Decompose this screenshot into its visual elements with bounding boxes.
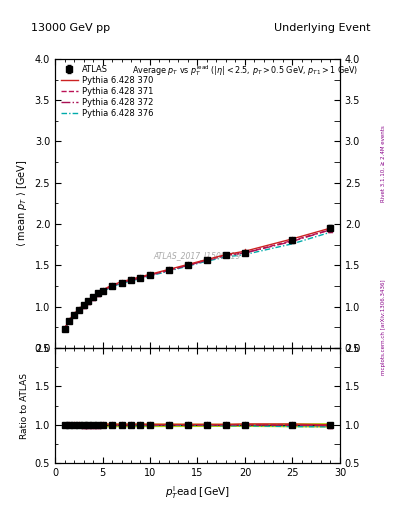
Line: Pythia 6.428 372: Pythia 6.428 372 (64, 230, 331, 329)
Line: Pythia 6.428 371: Pythia 6.428 371 (64, 230, 331, 329)
Pythia 6.428 376 (81, 304, 86, 310)
Line: Pythia 6.428 376: Pythia 6.428 376 (64, 232, 331, 330)
Text: Average $p_T$ vs $p_T^{\rm lead}$ ($|\eta| < 2.5$, $p_T > 0.5$ GeV, $p_{T1} > 1$: Average $p_T$ vs $p_T^{\rm lead}$ ($|\et… (132, 63, 358, 78)
Pythia 6.428 371 (129, 277, 133, 283)
Pythia 6.428 376 (100, 289, 105, 295)
Pythia 6.428 372 (86, 298, 91, 305)
Pythia 6.428 372 (185, 262, 190, 268)
Pythia 6.428 372 (95, 291, 100, 297)
Pythia 6.428 371 (138, 274, 143, 281)
Pythia 6.428 372 (167, 267, 171, 273)
Pythia 6.428 372 (67, 317, 72, 324)
Pythia 6.428 371 (72, 312, 76, 318)
Pythia 6.428 370 (224, 251, 228, 258)
Pythia 6.428 376 (76, 308, 81, 314)
Pythia 6.428 370 (110, 282, 114, 288)
X-axis label: $p_T^{\rm l}$ead [GeV]: $p_T^{\rm l}$ead [GeV] (165, 484, 230, 501)
Pythia 6.428 370 (72, 311, 76, 317)
Text: ATLAS_2017_I1509919: ATLAS_2017_I1509919 (154, 251, 241, 260)
Pythia 6.428 370 (138, 274, 143, 280)
Pythia 6.428 376 (328, 229, 333, 236)
Pythia 6.428 376 (129, 278, 133, 284)
Text: Rivet 3.1.10, ≥ 2.4M events: Rivet 3.1.10, ≥ 2.4M events (381, 125, 386, 202)
Pythia 6.428 376 (91, 296, 95, 302)
Pythia 6.428 371 (91, 295, 95, 302)
Pythia 6.428 376 (290, 241, 295, 247)
Pythia 6.428 372 (91, 295, 95, 302)
Pythia 6.428 372 (138, 274, 143, 281)
Pythia 6.428 370 (81, 302, 86, 308)
Pythia 6.428 376 (138, 275, 143, 282)
Y-axis label: $\langle$ mean $p_T$ $\rangle$ [GeV]: $\langle$ mean $p_T$ $\rangle$ [GeV] (15, 160, 29, 247)
Pythia 6.428 376 (86, 300, 91, 306)
Text: mcplots.cern.ch [arXiv:1306.3436]: mcplots.cern.ch [arXiv:1306.3436] (381, 280, 386, 375)
Pythia 6.428 371 (148, 272, 152, 278)
Pythia 6.428 372 (242, 250, 247, 256)
Pythia 6.428 376 (67, 318, 72, 325)
Pythia 6.428 372 (224, 252, 228, 259)
Pythia 6.428 371 (224, 252, 228, 259)
Pythia 6.428 372 (148, 272, 152, 278)
Pythia 6.428 370 (62, 326, 67, 332)
Pythia 6.428 376 (224, 254, 228, 260)
Pythia 6.428 372 (110, 283, 114, 289)
Pythia 6.428 370 (148, 271, 152, 278)
Pythia 6.428 370 (119, 279, 124, 285)
Y-axis label: Ratio to ATLAS: Ratio to ATLAS (20, 373, 29, 439)
Pythia 6.428 370 (167, 266, 171, 272)
Legend: ATLAS, Pythia 6.428 370, Pythia 6.428 371, Pythia 6.428 372, Pythia 6.428 376: ATLAS, Pythia 6.428 370, Pythia 6.428 37… (59, 63, 155, 120)
Pythia 6.428 370 (205, 257, 209, 263)
Pythia 6.428 370 (185, 261, 190, 267)
Text: 13000 GeV pp: 13000 GeV pp (31, 23, 110, 33)
Pythia 6.428 376 (242, 251, 247, 258)
Pythia 6.428 370 (242, 248, 247, 254)
Pythia 6.428 372 (76, 307, 81, 313)
Pythia 6.428 370 (290, 236, 295, 242)
Pythia 6.428 372 (205, 257, 209, 263)
Pythia 6.428 372 (290, 238, 295, 244)
Pythia 6.428 370 (95, 290, 100, 296)
Pythia 6.428 376 (185, 263, 190, 269)
Pythia 6.428 370 (67, 316, 72, 323)
Pythia 6.428 371 (62, 326, 67, 332)
Pythia 6.428 371 (290, 238, 295, 244)
Pythia 6.428 371 (119, 280, 124, 286)
Pythia 6.428 372 (100, 288, 105, 294)
Pythia 6.428 376 (119, 281, 124, 287)
Pythia 6.428 376 (95, 292, 100, 298)
Pythia 6.428 371 (67, 317, 72, 324)
Pythia 6.428 370 (76, 306, 81, 312)
Pythia 6.428 371 (95, 291, 100, 297)
Pythia 6.428 372 (62, 326, 67, 332)
Pythia 6.428 370 (328, 225, 333, 231)
Pythia 6.428 376 (72, 312, 76, 318)
Pythia 6.428 372 (129, 277, 133, 283)
Pythia 6.428 372 (81, 303, 86, 309)
Pythia 6.428 371 (76, 307, 81, 313)
Pythia 6.428 371 (167, 267, 171, 273)
Pythia 6.428 372 (328, 227, 333, 233)
Pythia 6.428 370 (100, 287, 105, 293)
Pythia 6.428 371 (86, 298, 91, 305)
Pythia 6.428 372 (119, 280, 124, 286)
Pythia 6.428 376 (167, 268, 171, 274)
Pythia 6.428 376 (110, 284, 114, 290)
Line: Pythia 6.428 370: Pythia 6.428 370 (64, 228, 331, 329)
Pythia 6.428 371 (81, 303, 86, 309)
Pythia 6.428 376 (148, 273, 152, 279)
Pythia 6.428 371 (110, 283, 114, 289)
Pythia 6.428 371 (328, 227, 333, 233)
Pythia 6.428 371 (100, 288, 105, 294)
Pythia 6.428 371 (205, 257, 209, 263)
Pythia 6.428 370 (129, 276, 133, 282)
Pythia 6.428 370 (91, 294, 95, 301)
Pythia 6.428 376 (62, 327, 67, 333)
Pythia 6.428 371 (185, 262, 190, 268)
Pythia 6.428 371 (242, 250, 247, 256)
Text: Underlying Event: Underlying Event (274, 23, 371, 33)
Pythia 6.428 370 (86, 297, 91, 304)
Pythia 6.428 376 (205, 258, 209, 264)
Pythia 6.428 372 (72, 312, 76, 318)
